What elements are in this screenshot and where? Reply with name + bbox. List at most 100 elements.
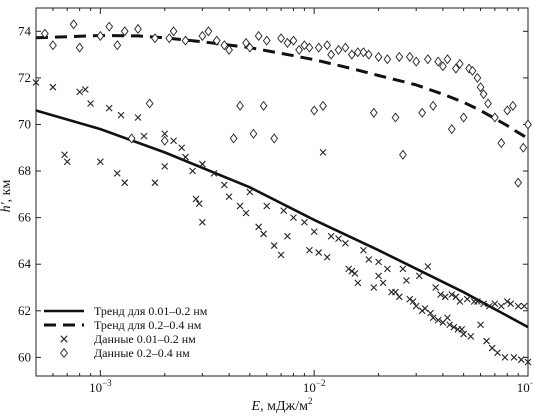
y-axis: 60 62 64 66 68 70 72 74 (18, 23, 528, 364)
x-axis: 10−3 10−2 10−1 (35, 8, 533, 395)
data-point-cross (198, 160, 206, 168)
data-point-diamond (225, 44, 233, 55)
data-point-cross (121, 179, 129, 187)
data-point-diamond (289, 35, 298, 46)
data-point-diamond (198, 30, 207, 41)
data-point-cross (117, 111, 125, 119)
data-point-diamond (105, 21, 114, 32)
data-point-cross (327, 232, 335, 240)
data-point-cross (280, 207, 288, 215)
data-point-diamond (423, 54, 432, 65)
data-point-diamond (212, 35, 221, 46)
data-point-cross (467, 333, 475, 340)
data-point-diamond (359, 47, 368, 58)
data-point-cross (463, 295, 471, 303)
legend-swatch-cross (60, 335, 68, 343)
trend-line-long (35, 33, 529, 140)
data-point-cross (444, 314, 451, 322)
data-point-diamond (310, 105, 319, 116)
data-point-diamond (249, 128, 258, 139)
data-point-cross (76, 88, 84, 96)
data-point-diamond (295, 44, 303, 55)
data-point-cross (225, 193, 233, 201)
data-point-cross (113, 169, 121, 177)
data-point-diamond (113, 40, 122, 51)
data-point-cross (409, 298, 417, 305)
data-point-diamond (459, 112, 468, 123)
legend-label: Данные 0.2–0.4 нм (94, 346, 190, 360)
data-point-cross (63, 158, 71, 166)
data-point-cross (342, 239, 349, 247)
data-point-cross (446, 321, 454, 329)
data-point-diamond (509, 100, 517, 111)
x-tick-label: 10−2 (303, 378, 326, 395)
data-point-cross (427, 309, 434, 317)
trend-line-short (35, 109, 529, 329)
data-point-cross (421, 305, 429, 312)
data-point-cross (424, 263, 432, 270)
data-point-cross (406, 295, 414, 303)
data-point-diamond (165, 33, 174, 44)
data-point-cross (354, 279, 362, 287)
data-point-cross (450, 323, 458, 331)
data-point-cross (524, 358, 532, 366)
data-point-diamond (374, 51, 383, 62)
data-point-cross (32, 79, 40, 86)
data-point-cross (437, 291, 444, 298)
data-point-diamond (434, 56, 443, 67)
data-point-diamond (236, 100, 244, 111)
data-point-diamond (412, 56, 421, 67)
x-tick-label: 10−3 (89, 378, 112, 395)
data-point-diamond (49, 40, 57, 51)
data-point-cross (335, 235, 342, 242)
data-point-cross (510, 353, 518, 361)
data-point-diamond (69, 19, 78, 30)
data-point-cross (81, 86, 89, 93)
data-point-cross (351, 270, 359, 277)
data-point-cross (315, 249, 323, 256)
data-point-cross (198, 218, 206, 226)
data-point-diamond (283, 37, 292, 48)
data-point-cross (507, 300, 515, 308)
data-point-cross (96, 158, 104, 166)
data-point-cross (105, 104, 113, 112)
data-point-diamond (145, 98, 154, 109)
data-point-cross (477, 321, 484, 329)
data-point-diamond (383, 54, 392, 65)
legend-swatch-diamond (60, 347, 68, 359)
data-point-cross (220, 181, 228, 189)
data-point-cross (255, 223, 263, 231)
x-tick-label: 10−1 (517, 378, 533, 395)
data-point-diamond (443, 54, 452, 65)
data-point-diamond (452, 63, 460, 74)
y-tick-label: 70 (18, 116, 31, 131)
data-point-diamond (347, 49, 356, 60)
data-point-cross (189, 167, 196, 175)
data-point-diamond (479, 89, 488, 100)
data-point-cross (49, 83, 57, 91)
data-point-cross (448, 291, 456, 298)
data-point-cross (491, 300, 499, 308)
data-point-cross (384, 265, 391, 273)
data-marks (32, 19, 532, 366)
y-tick-label: 68 (18, 163, 31, 178)
data-point-cross (503, 298, 511, 305)
data-point-cross (520, 302, 528, 310)
data-point-cross (415, 272, 423, 280)
x-axis-label: E, мДж/м2 (251, 396, 313, 414)
data-point-diamond (323, 40, 332, 51)
data-point-cross (514, 302, 522, 310)
data-point-diamond (75, 42, 84, 53)
data-point-cross (360, 246, 367, 254)
data-point-cross (432, 284, 440, 291)
data-point-diamond (181, 35, 190, 46)
data-point-cross (460, 330, 468, 338)
data-point-diamond (353, 47, 362, 58)
data-point-diamond (519, 142, 528, 153)
data-point-cross (497, 302, 505, 310)
data-point-cross (270, 242, 278, 249)
data-point-diamond (220, 40, 229, 51)
data-point-diamond (127, 133, 136, 144)
